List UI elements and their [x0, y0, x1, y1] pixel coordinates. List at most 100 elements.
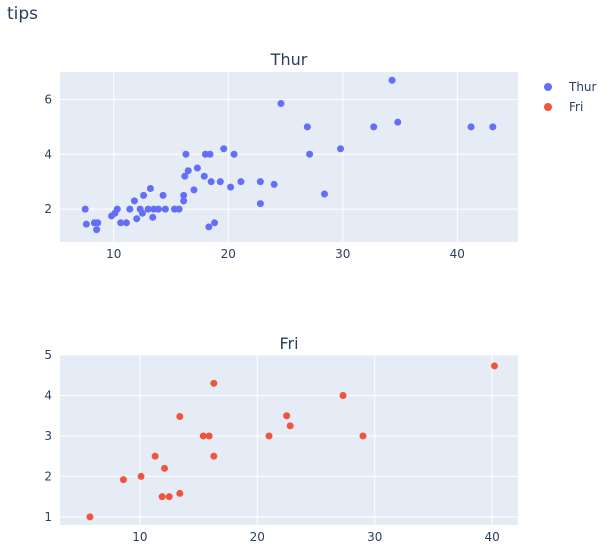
thur-gridlines [60, 72, 518, 242]
thur-data-point[interactable] [277, 100, 285, 108]
thur-data-point[interactable] [337, 145, 345, 153]
thur-data-point[interactable] [122, 219, 130, 227]
fri-data-point[interactable] [158, 493, 166, 501]
fri-data-point[interactable] [161, 464, 169, 472]
thur-data-point[interactable] [270, 180, 278, 188]
thur-data-point[interactable] [159, 191, 167, 199]
thur-data-point[interactable] [180, 197, 188, 205]
thur-data-point[interactable] [394, 118, 402, 126]
thur-data-point[interactable] [180, 191, 188, 199]
thur-x-tick-label: 40 [450, 247, 465, 261]
thur-data-point[interactable] [182, 150, 190, 158]
thur-data-point[interactable] [489, 123, 497, 131]
thur-data-point[interactable] [216, 178, 224, 186]
thur-subplot-title: Thur [270, 50, 308, 69]
thur-data-point[interactable] [256, 200, 264, 208]
legend-label-thur: Thur [568, 80, 597, 94]
fri-data-point[interactable] [286, 422, 294, 430]
thur-data-point[interactable] [126, 205, 134, 213]
thur-x-tick-label: 10 [106, 247, 121, 261]
thur-data-point[interactable] [388, 76, 396, 84]
fri-subplot-title: Fri [279, 334, 298, 353]
thur-tick-labels: 10 20 30 40 2 4 6 [44, 92, 465, 261]
thur-data-point[interactable] [149, 213, 157, 221]
thur-data-point[interactable] [184, 167, 192, 175]
thur-data-point[interactable] [94, 219, 102, 227]
fri-data-point[interactable] [176, 413, 184, 421]
legend: Thur Fri [544, 80, 597, 114]
thur-data-point[interactable] [206, 150, 214, 158]
fri-x-tick-label: 30 [367, 530, 382, 544]
thur-data-point[interactable] [81, 205, 89, 213]
thur-data-point[interactable] [306, 150, 314, 158]
fri-y-tick-label: 4 [44, 388, 52, 402]
thur-data-point[interactable] [154, 205, 162, 213]
thur-data-point[interactable] [175, 205, 183, 213]
fri-data-point[interactable] [165, 493, 173, 501]
legend-marker-fri [544, 103, 552, 111]
fri-data-point[interactable] [359, 432, 367, 440]
fri-data-point[interactable] [210, 452, 218, 460]
fri-x-tick-label: 10 [132, 530, 147, 544]
thur-y-tick-label: 4 [44, 147, 52, 161]
fri-x-tick-label: 40 [485, 530, 500, 544]
fri-data-point[interactable] [339, 391, 347, 399]
fri-gridlines [60, 354, 518, 525]
thur-data-point[interactable] [320, 190, 328, 198]
thur-data-point[interactable] [133, 215, 141, 223]
thur-data-point[interactable] [256, 178, 264, 186]
thur-data-point[interactable] [113, 205, 121, 213]
thur-plot-area [60, 72, 518, 242]
thur-data-point[interactable] [144, 205, 152, 213]
fri-data-point[interactable] [119, 476, 127, 484]
thur-data-point[interactable] [230, 150, 238, 158]
fri-points [86, 362, 499, 521]
fri-data-point[interactable] [176, 489, 184, 497]
fri-data-point[interactable] [199, 432, 207, 440]
thur-data-point[interactable] [303, 123, 311, 131]
legend-item-thur[interactable]: Thur [544, 80, 597, 94]
fri-data-point[interactable] [283, 412, 291, 420]
fri-tick-labels: 10 20 30 40 1 2 3 4 5 [44, 348, 499, 544]
fri-y-tick-label: 5 [44, 348, 52, 362]
thur-data-point[interactable] [207, 178, 215, 186]
thur-data-point[interactable] [200, 172, 208, 180]
fri-data-point[interactable] [205, 432, 213, 440]
thur-data-point[interactable] [211, 219, 219, 227]
thur-data-point[interactable] [190, 186, 198, 194]
thur-data-point[interactable] [220, 145, 228, 153]
thur-data-point[interactable] [130, 197, 138, 205]
thur-data-point[interactable] [205, 223, 213, 231]
figure-title: tips [7, 4, 38, 24]
thur-data-point[interactable] [467, 123, 475, 131]
fri-data-point[interactable] [86, 513, 94, 521]
legend-label-fri: Fri [569, 100, 583, 114]
thur-x-tick-label: 20 [221, 247, 236, 261]
fri-data-point[interactable] [265, 432, 273, 440]
thur-data-point[interactable] [138, 209, 146, 217]
fri-data-point[interactable] [491, 362, 499, 370]
thur-points [81, 76, 497, 234]
thur-data-point[interactable] [140, 191, 148, 199]
fri-data-point[interactable] [210, 379, 218, 387]
thur-data-point[interactable] [181, 172, 189, 180]
thur-data-point[interactable] [93, 226, 101, 234]
thur-data-point[interactable] [227, 183, 235, 191]
thur-data-point[interactable] [237, 178, 245, 186]
thur-y-tick-label: 2 [44, 202, 52, 216]
legend-item-fri[interactable]: Fri [544, 100, 583, 114]
fri-plot-area [60, 355, 518, 525]
thur-data-point[interactable] [146, 185, 154, 193]
fri-data-point[interactable] [151, 452, 159, 460]
thur-data-point[interactable] [161, 205, 169, 213]
fri-x-tick-label: 20 [250, 530, 265, 544]
thur-data-point[interactable] [117, 219, 125, 227]
thur-data-point[interactable] [82, 220, 90, 228]
thur-data-point[interactable] [193, 164, 201, 172]
fri-data-point[interactable] [137, 472, 145, 480]
thur-data-point[interactable] [370, 123, 378, 131]
legend-marker-thur [544, 83, 552, 91]
fri-y-tick-label: 3 [44, 429, 52, 443]
